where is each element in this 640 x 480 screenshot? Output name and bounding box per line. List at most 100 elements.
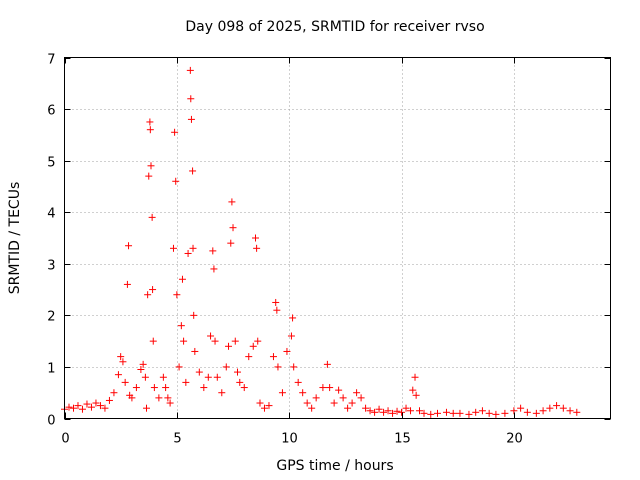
data-point	[195, 368, 203, 376]
data-point	[74, 402, 82, 410]
data-point	[182, 378, 190, 386]
y-tick-label: 4	[47, 207, 55, 222]
data-point	[289, 314, 297, 322]
data-point	[180, 337, 188, 345]
y-tick-label: 2	[47, 310, 55, 325]
data-point	[69, 404, 77, 412]
plot-frame	[64, 57, 611, 419]
data-point	[287, 332, 295, 340]
data-point	[478, 407, 486, 415]
data-point	[517, 404, 525, 412]
data-point	[308, 404, 316, 412]
data-point	[209, 247, 217, 255]
y-tick-label: 3	[47, 259, 55, 274]
data-point	[191, 347, 199, 355]
data-point	[456, 409, 464, 417]
data-point	[362, 404, 370, 412]
data-point	[273, 306, 281, 314]
data-point	[380, 408, 388, 416]
data-point	[187, 95, 195, 103]
data-point	[164, 394, 172, 402]
data-point	[234, 368, 242, 376]
data-point	[416, 407, 424, 415]
grid-lines	[64, 57, 611, 419]
data-point	[92, 399, 100, 407]
data-point	[178, 275, 186, 283]
data-point	[366, 407, 374, 415]
data-point	[274, 363, 282, 371]
data-point	[184, 249, 192, 257]
data-point	[407, 407, 415, 415]
data-point	[190, 311, 198, 319]
data-point	[427, 410, 435, 418]
data-point	[149, 337, 157, 345]
data-point	[265, 402, 273, 410]
data-point	[330, 399, 338, 407]
data-point	[269, 353, 277, 361]
data-point	[465, 410, 473, 418]
data-point	[211, 337, 219, 345]
data-point	[278, 389, 286, 397]
data-point	[412, 391, 420, 399]
data-point	[449, 409, 457, 417]
data-point	[177, 322, 185, 330]
data-point	[83, 400, 91, 408]
data-point	[229, 224, 237, 232]
data-point	[228, 198, 236, 206]
data-point	[78, 405, 86, 413]
data-point	[375, 405, 383, 413]
data-point	[189, 244, 197, 252]
data-point	[123, 280, 131, 288]
data-point	[210, 265, 218, 273]
y-tick-label: 6	[47, 104, 55, 119]
y-tick-label: 7	[47, 53, 55, 68]
data-point	[117, 353, 125, 361]
data-point	[335, 386, 343, 394]
data-point	[141, 373, 149, 381]
data-point	[357, 394, 365, 402]
data-point	[299, 389, 307, 397]
data-point	[187, 115, 195, 123]
data-point	[147, 162, 155, 170]
data-point	[253, 244, 261, 252]
data-point	[213, 373, 221, 381]
data-point	[218, 389, 226, 397]
data-point	[433, 409, 441, 417]
data-point	[353, 389, 361, 397]
data-point	[119, 358, 127, 366]
y-tick-label: 0	[47, 414, 55, 429]
data-point	[146, 118, 154, 126]
data-point	[121, 378, 129, 386]
data-point	[546, 404, 554, 412]
data-point	[143, 404, 151, 412]
data-point	[411, 373, 419, 381]
data-point	[155, 394, 163, 402]
data-point	[323, 360, 331, 368]
data-point	[348, 399, 356, 407]
data-point	[222, 363, 230, 371]
data-point	[371, 408, 379, 416]
data-point	[110, 389, 118, 397]
data-point	[559, 404, 567, 412]
data-point	[171, 128, 179, 136]
data-point	[290, 363, 298, 371]
data-point	[344, 404, 352, 412]
data-point	[105, 396, 113, 404]
data-point	[149, 286, 157, 294]
data-point	[159, 373, 167, 381]
data-point	[249, 342, 257, 350]
data-point	[501, 409, 509, 417]
data-point	[225, 342, 233, 350]
data-point	[472, 408, 480, 416]
data-point	[256, 399, 264, 407]
data-point	[312, 394, 320, 402]
chart-title: Day 098 of 2025, SRMTID for receiver rvs…	[185, 19, 484, 35]
axis-ticks: 0 1 2 3 4 5 6 7 0 5 10 15 20	[47, 53, 611, 447]
data-point	[200, 384, 208, 392]
data-point	[485, 409, 493, 417]
data-point	[150, 384, 158, 392]
data-point	[240, 384, 248, 392]
y-tick-label: 5	[47, 156, 55, 171]
data-point	[420, 409, 428, 417]
